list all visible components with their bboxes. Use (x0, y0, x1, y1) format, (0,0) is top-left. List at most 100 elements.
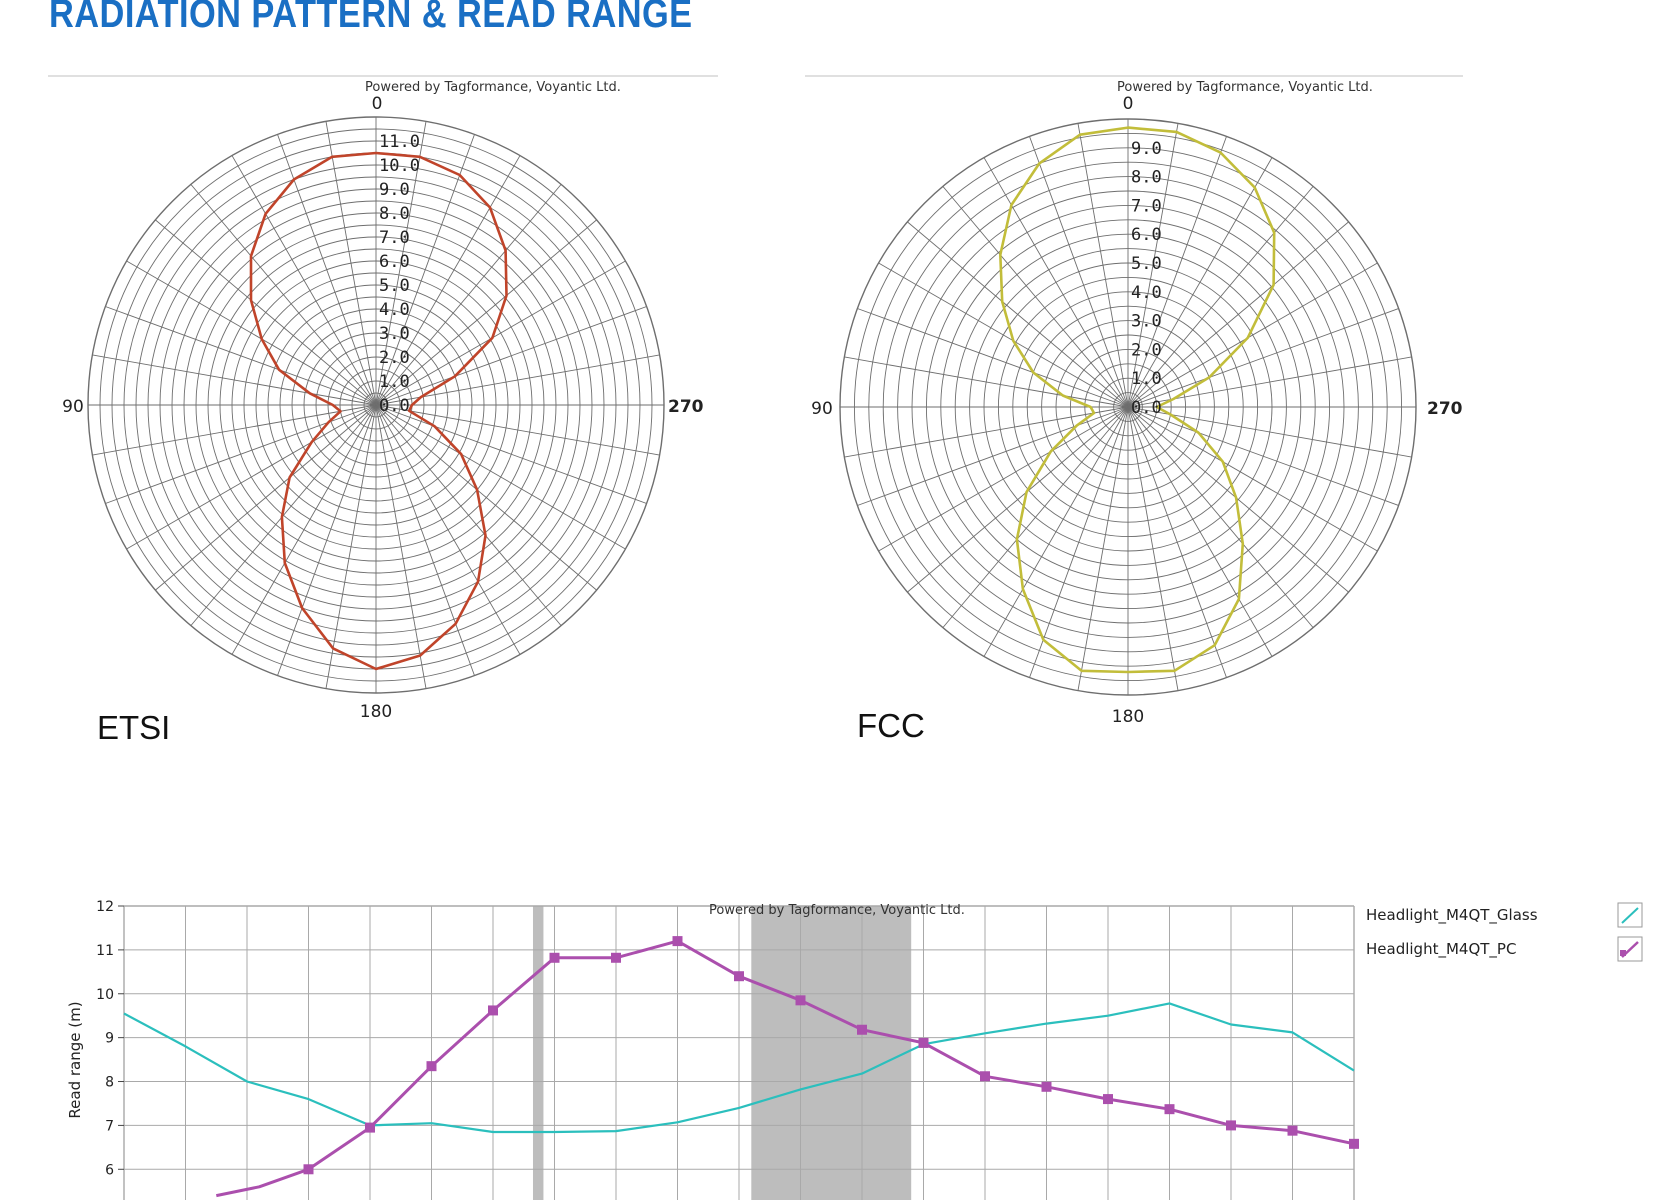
etsi-angle-90: 90 (62, 397, 84, 417)
fcc-grid-spoke (1127, 406, 1227, 678)
fcc-radial-tick-label: 8.0 (1131, 168, 1162, 188)
fcc-angle-180: 180 (1112, 707, 1144, 727)
read-range-line-chart: 6 7 8 9 10 11 12 Powered by Tagformance, Voyan… (66, 899, 1643, 1200)
series-point-pc (1103, 1094, 1113, 1105)
etsi-grid-spoke (277, 404, 377, 676)
series-point-pc (795, 995, 806, 1006)
fcc-radial-tick-label: 2.0 (1131, 340, 1162, 360)
etsi-radial-tick-label: 5.0 (379, 276, 410, 296)
etsi-grid-spoke (375, 404, 660, 456)
series-point-pc (488, 1005, 498, 1016)
etsi-credit: Powered by Tagformance, Voyantic Ltd. (365, 80, 621, 95)
series-point-pc (303, 1164, 314, 1175)
etsi-radial-tick-label: 9.0 (379, 180, 410, 200)
etsi-radial-tick-label: 11.0 (379, 132, 420, 152)
fcc-grid-spoke (983, 157, 1129, 408)
series-point-pc (980, 1071, 990, 1082)
etsi-grid-spoke (375, 404, 647, 504)
fcc-angle-0: 0 (1123, 94, 1134, 114)
etsi-radial-tick-label: 1.0 (379, 372, 410, 392)
fcc-grid-spoke (844, 356, 1129, 408)
etsi-region-label: ETSI (97, 709, 170, 746)
fcc-grid-spoke (907, 406, 1129, 593)
etsi-grid-spoke (375, 219, 597, 406)
etsi-grid-spoke (375, 134, 475, 406)
fcc-grid-spoke (942, 186, 1129, 408)
fcc-grid-spoke (1127, 406, 1412, 458)
page-title: RADIATION PATTERN & READ RANGE (49, 0, 693, 36)
fcc-grid-spoke (1127, 406, 1314, 628)
y-tick-label: 9 (105, 1031, 114, 1047)
etsi-grid-spoke (325, 121, 377, 406)
etsi-radial-tick-label: 4.0 (379, 300, 410, 320)
legend-pc-marker-icon (1620, 950, 1626, 956)
etsi-radial-tick-label: 10.0 (379, 156, 420, 176)
fcc-grid-spoke (1029, 406, 1129, 678)
series-point-pc (1349, 1138, 1359, 1149)
fcc-credit: Powered by Tagformance, Voyantic Ltd. (1117, 80, 1373, 95)
etsi-radial-tick-label: 3.0 (379, 324, 410, 344)
etsi-grid-spoke (105, 306, 377, 406)
etsi-grid-spoke (190, 184, 377, 406)
fcc-grid-spoke (857, 406, 1129, 506)
fcc-grid-spoke (1127, 262, 1378, 408)
etsi-grid-spoke (375, 404, 626, 550)
series-point-pc (1226, 1120, 1236, 1131)
fcc-radial-tick-label: 0.0 (1131, 398, 1162, 418)
etsi-grid-spoke (375, 404, 521, 655)
etsi-grid-spoke (375, 404, 562, 626)
etsi-grid-spoke (375, 404, 597, 591)
series-point-pc (611, 952, 621, 963)
fcc-grid-spoke (1029, 136, 1129, 408)
fcc-radial-tick-label: 6.0 (1131, 225, 1162, 245)
fcc-grid-spoke (1127, 308, 1399, 408)
fcc-grid-spoke (1127, 186, 1314, 408)
y-tick-label: 12 (96, 899, 114, 915)
fcc-region-label: FCC (857, 707, 925, 744)
fcc-polar-chart: Powered by Tagformance, Voyantic Ltd. 0.… (805, 75, 1463, 744)
etsi-grid-spoke (105, 404, 377, 504)
fcc-grid-spoke (1127, 406, 1378, 552)
shaded-band (751, 906, 912, 1200)
etsi-grid-spoke (277, 134, 377, 406)
fcc-grid-spoke (857, 308, 1129, 408)
fcc-radial-tick-label: 4.0 (1131, 283, 1162, 303)
etsi-grid-spoke (155, 219, 377, 406)
etsi-radial-tick-label: 0.0 (379, 396, 410, 416)
etsi-angle-0: 0 (372, 94, 383, 114)
fcc-grid-spoke (1127, 406, 1349, 593)
fcc-grid-spoke (907, 221, 1129, 408)
legend-label-glass: Headlight_M4QT_Glass (1366, 906, 1538, 925)
series-point-pc (426, 1061, 437, 1072)
etsi-grid-spoke (126, 260, 377, 406)
series-point-pc (672, 936, 683, 947)
fcc-pattern-line (998, 126, 1276, 674)
fcc-radial-tick-label: 9.0 (1131, 139, 1162, 159)
series-line-glass (123, 1002, 1355, 1134)
etsi-angle-180: 180 (360, 702, 392, 722)
etsi-polar-chart: Powered by Tagformance, Voyantic Ltd. 0.… (48, 75, 718, 746)
fcc-grid-spoke (1127, 136, 1227, 408)
series-point-pc (365, 1122, 375, 1133)
fcc-radial-tick-label: 1.0 (1131, 369, 1162, 389)
line-chart-credit: Powered by Tagformance, Voyantic Ltd. (709, 903, 965, 918)
etsi-pattern-line (249, 151, 508, 671)
fcc-grid-spoke (878, 406, 1129, 552)
fcc-grid-spoke (1127, 221, 1349, 408)
fcc-grid-spoke (1127, 406, 1179, 691)
fcc-radial-tick-label: 7.0 (1131, 196, 1162, 216)
etsi-radial-tick-label: 8.0 (379, 204, 410, 224)
series-point-pc (1041, 1081, 1052, 1092)
fcc-grid-spoke (942, 406, 1129, 628)
legend: Headlight_M4QT_Glass Headlight_M4QT_PC (1366, 902, 1643, 962)
etsi-grid-spoke (92, 354, 377, 406)
shaded-band (532, 906, 544, 1200)
etsi-radial-tick-label: 2.0 (379, 348, 410, 368)
y-tick-label: 6 (105, 1162, 114, 1178)
fcc-grid-spoke (878, 262, 1129, 408)
etsi-radial-tick-label: 7.0 (379, 228, 410, 248)
fcc-radial-tick-label: 3.0 (1131, 312, 1162, 332)
fcc-grid-spoke (1127, 406, 1399, 506)
fcc-angle-270: 270 (1427, 399, 1463, 419)
